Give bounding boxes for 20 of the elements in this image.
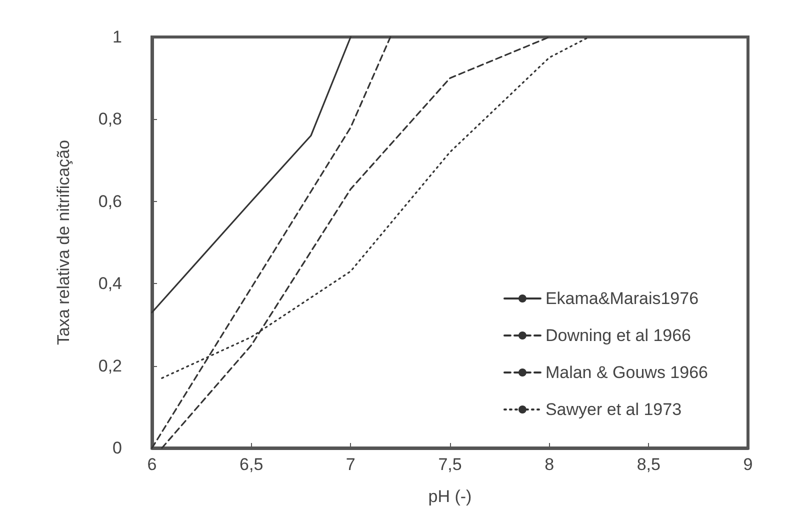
y-axis-title: Taxa relativa de nitrificação	[54, 140, 73, 346]
y-tick-label: 0,8	[98, 110, 122, 129]
x-tick-label: 9	[743, 455, 753, 474]
x-axis-title: pH (-)	[428, 487, 472, 506]
x-tick-label: 6,5	[240, 455, 264, 474]
y-tick-label: 0,4	[98, 274, 122, 294]
x-tick-label: 8,5	[636, 455, 660, 474]
x-tick-label: 7	[346, 455, 356, 474]
x-tick-label: 6	[147, 455, 157, 474]
legend-label: Sawyer et al 1973	[545, 400, 682, 419]
x-tick-label: 8	[544, 455, 554, 474]
legend-label: Malan & Gouws 1966	[545, 363, 708, 382]
line-series	[151, 36, 352, 314]
y-tick-label: 1	[112, 28, 122, 46]
x-tick-label: 7,5	[438, 455, 462, 474]
y-tick-label: 0,6	[98, 192, 122, 211]
y-tick-label: 0	[112, 438, 122, 458]
legend-label: Ekama&Marais1976	[545, 289, 699, 308]
legend-label: Downing et al 1966	[545, 326, 692, 345]
y-tick-label: 0,2	[98, 356, 122, 376]
